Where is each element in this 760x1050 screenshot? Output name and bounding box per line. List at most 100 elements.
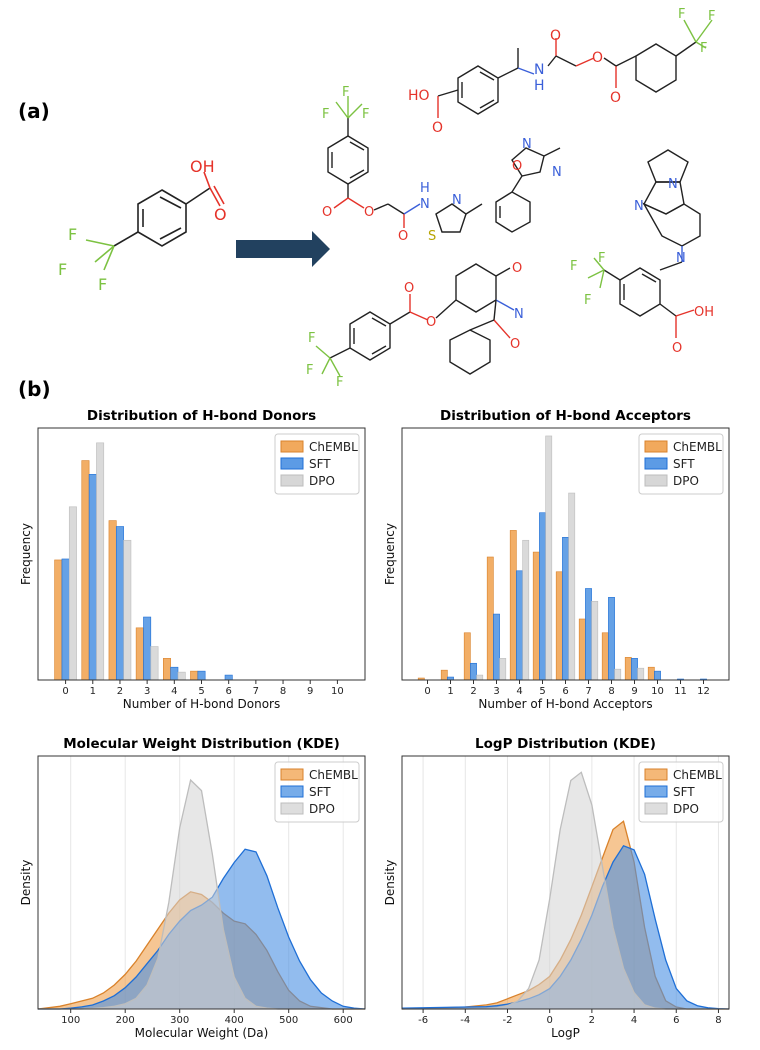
reaction-arrow-icon (236, 231, 330, 267)
y-axis-label: Density (383, 860, 397, 906)
product4-o-label: O (672, 341, 682, 356)
bar-sft-2 (115, 526, 124, 681)
bar-dpo-4 (522, 539, 530, 681)
product2-f3-label: F (362, 107, 369, 122)
reactant-f1-label: F (68, 225, 77, 244)
bar-chembl-8 (601, 632, 609, 681)
bar-chembl-3 (486, 556, 494, 681)
product-molecule-2 (327, 96, 561, 233)
product3-o3-label: O (512, 261, 522, 276)
x-tick-label: -4 (460, 1015, 470, 1026)
product1-o2-label: O (550, 28, 561, 44)
legend-swatch-chembl (644, 768, 668, 781)
bar-sft-0 (61, 558, 70, 681)
bar-sft-6 (224, 674, 233, 681)
x-tick-label: 8 (608, 686, 614, 697)
y-axis-label: Frequency (19, 523, 33, 585)
y-axis-label: Frequency (383, 523, 397, 585)
legend-label-chembl: ChEMBL (309, 768, 358, 782)
product1-f2-label: F (708, 9, 715, 24)
x-axis-label: LogP (551, 1026, 580, 1040)
legend-label-dpo: DPO (309, 802, 335, 816)
x-tick-label: 600 (334, 1015, 353, 1026)
legend-swatch-dpo (280, 802, 304, 815)
legend-label-sft: SFT (673, 785, 695, 799)
product4-f2-label: F (598, 251, 605, 266)
x-tick-label: 7 (253, 686, 259, 697)
x-tick-label: 3 (493, 686, 499, 697)
bar-sft-5 (539, 512, 546, 681)
x-tick-label: 2 (470, 686, 476, 697)
bar-chembl-5 (532, 551, 540, 681)
plot-frame (401, 427, 730, 681)
legend-label-chembl: ChEMBL (309, 440, 358, 454)
bar-sft-8 (608, 597, 615, 681)
product4-n3-label: N (676, 251, 686, 266)
product1-n-label: N (534, 62, 544, 78)
bar-sft-9 (631, 658, 638, 681)
product2-o1-label: O (322, 205, 332, 220)
bar-chembl-2 (463, 632, 471, 681)
x-tick-label: 200 (116, 1015, 135, 1026)
x-axis-label: Number of H-bond Donors (123, 697, 280, 711)
product4-n2-label: N (634, 199, 644, 214)
product-molecule-3 (315, 263, 515, 377)
bar-dpo-4 (177, 671, 186, 681)
product-molecule-4 (587, 149, 701, 338)
x-tick-label: 5 (539, 686, 545, 697)
plot-frame (37, 755, 366, 1010)
bar-chembl-1 (440, 669, 448, 681)
bar-sft-3 (143, 616, 152, 681)
x-tick-label: 2 (589, 1015, 595, 1026)
reactant-molecule (85, 171, 225, 271)
x-tick-label: 11 (674, 686, 687, 697)
bar-chembl-10 (647, 666, 655, 681)
bar-sft-4 (170, 666, 179, 681)
product1-f1-label: F (678, 7, 685, 22)
logp-kde-chart: -6 -4 -2 0 2 4 6 8 LogP Distribution (KDE) LogP De… (383, 736, 730, 1040)
bar-dpo-6 (568, 492, 576, 681)
bar-dpo-7 (591, 600, 599, 681)
bar-sft-6 (562, 537, 569, 681)
legend-label-sft: SFT (673, 457, 695, 471)
x-tick-label: 4 (171, 686, 177, 697)
bar-dpo-9 (637, 667, 645, 681)
bar-dpo-2 (476, 674, 484, 681)
x-tick-label: 500 (279, 1015, 298, 1026)
legend-label-chembl: ChEMBL (673, 768, 722, 782)
x-tick-label: -6 (418, 1015, 428, 1026)
legend-swatch-sft (280, 785, 304, 798)
product2-f2-label: F (322, 107, 329, 122)
bar-dpo-1 (96, 442, 105, 681)
product1-o4-label: O (610, 90, 621, 106)
product3-o4-label: O (510, 337, 520, 352)
x-tick-label: 0 (546, 1015, 552, 1026)
bar-chembl-4 (163, 658, 171, 681)
chart-title: Distribution of H-bond Donors (87, 408, 316, 424)
product4-f1-label: F (570, 259, 577, 274)
product1-f3-label: F (700, 41, 707, 56)
bar-chembl-1 (81, 460, 90, 681)
product4-f3-label: F (584, 293, 591, 308)
bar-sft-2 (470, 662, 477, 681)
x-tick-label: 5 (198, 686, 204, 697)
x-tick-label: 300 (170, 1015, 189, 1026)
x-tick-label: 7 (585, 686, 591, 697)
product2-f1-label: F (342, 85, 349, 100)
plot-frame (37, 427, 366, 681)
chart-title: LogP Distribution (KDE) (475, 736, 656, 752)
x-tick-label: 8 (715, 1015, 721, 1026)
bar-sft-5 (197, 670, 206, 681)
reactant-carbonyl-o-label: O (214, 205, 227, 224)
x-tick-label: 0 (62, 686, 68, 697)
bar-chembl-6 (555, 571, 563, 681)
bar-sft-3 (493, 613, 500, 681)
x-tick-label: 9 (631, 686, 637, 697)
legend-swatch-sft (644, 785, 668, 798)
bar-chembl-5 (190, 670, 199, 681)
panel-label-a: (a) (18, 99, 50, 123)
product1-o1-label: O (432, 120, 443, 136)
product2-o4-label: O (512, 159, 522, 174)
